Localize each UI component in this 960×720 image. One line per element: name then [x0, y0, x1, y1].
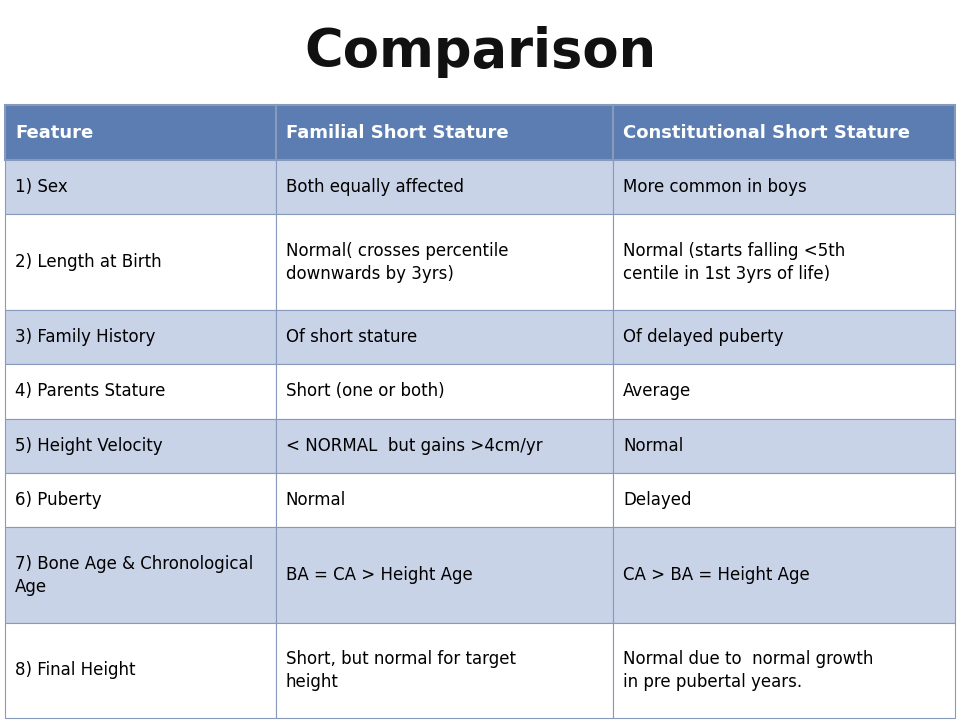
Bar	[5, 160, 276, 215]
Bar	[613, 623, 955, 718]
Bar	[613, 364, 955, 418]
Text: CA > BA = Height Age: CA > BA = Height Age	[623, 566, 809, 584]
Bar	[613, 473, 955, 528]
Text: Average: Average	[623, 382, 691, 400]
Text: Feature: Feature	[15, 124, 93, 142]
Text: Normal( crosses percentile
downwards by 3yrs): Normal( crosses percentile downwards by …	[286, 242, 508, 282]
Text: Constitutional Short Stature: Constitutional Short Stature	[623, 124, 910, 142]
Text: Normal: Normal	[623, 437, 684, 455]
Bar	[613, 160, 955, 215]
Bar	[276, 310, 613, 364]
Text: Normal: Normal	[286, 491, 346, 509]
Text: Both equally affected: Both equally affected	[286, 179, 464, 197]
Text: Delayed: Delayed	[623, 491, 691, 509]
Text: 3) Family History: 3) Family History	[15, 328, 156, 346]
Text: Familial Short Stature: Familial Short Stature	[286, 124, 509, 142]
Text: Short, but normal for target
height: Short, but normal for target height	[286, 650, 516, 690]
Bar	[276, 215, 613, 310]
Bar	[5, 310, 276, 364]
Bar	[5, 528, 276, 623]
Bar	[613, 528, 955, 623]
Text: 8) Final Height: 8) Final Height	[15, 662, 135, 680]
Bar	[276, 105, 613, 160]
Text: Comparison: Comparison	[304, 26, 656, 78]
Text: Of delayed puberty: Of delayed puberty	[623, 328, 783, 346]
Bar	[276, 418, 613, 473]
Text: More common in boys: More common in boys	[623, 179, 806, 197]
Text: 7) Bone Age & Chronological
Age: 7) Bone Age & Chronological Age	[15, 554, 253, 595]
Text: < NORMAL  but gains >4cm/yr: < NORMAL but gains >4cm/yr	[286, 437, 542, 455]
Bar	[5, 105, 276, 160]
Bar	[613, 105, 955, 160]
Text: BA = CA > Height Age: BA = CA > Height Age	[286, 566, 472, 584]
Text: 4) Parents Stature: 4) Parents Stature	[15, 382, 165, 400]
Bar	[613, 310, 955, 364]
Bar	[613, 215, 955, 310]
Bar	[276, 528, 613, 623]
Text: Of short stature: Of short stature	[286, 328, 417, 346]
Bar	[5, 623, 276, 718]
Text: Normal (starts falling <5th
centile in 1st 3yrs of life): Normal (starts falling <5th centile in 1…	[623, 242, 845, 282]
Text: Short (one or both): Short (one or both)	[286, 382, 444, 400]
Bar	[613, 418, 955, 473]
Bar	[5, 473, 276, 528]
Bar	[276, 160, 613, 215]
Bar	[276, 623, 613, 718]
Text: 5) Height Velocity: 5) Height Velocity	[15, 437, 162, 455]
Text: Normal due to  normal growth
in pre pubertal years.: Normal due to normal growth in pre puber…	[623, 650, 874, 690]
Bar	[5, 418, 276, 473]
Text: 1) Sex: 1) Sex	[15, 179, 68, 197]
Bar	[276, 364, 613, 418]
Bar	[276, 473, 613, 528]
Text: 6) Puberty: 6) Puberty	[15, 491, 102, 509]
Text: 2) Length at Birth: 2) Length at Birth	[15, 253, 161, 271]
Bar	[5, 364, 276, 418]
Bar	[5, 215, 276, 310]
